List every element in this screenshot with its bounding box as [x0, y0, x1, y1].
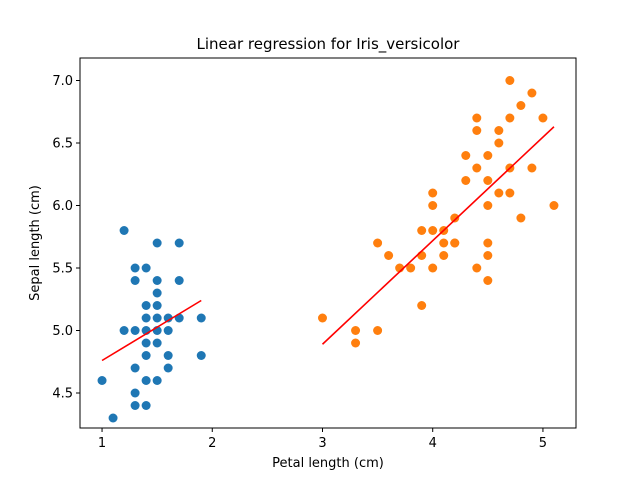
- regression-line-2: [101, 299, 202, 362]
- x-tick-label-1: 2: [208, 436, 216, 451]
- data-point-series-0-24: [152, 338, 162, 348]
- x-tick-label-2: 3: [318, 436, 326, 451]
- data-point-series-1-42: [527, 88, 537, 98]
- data-point-series-1-32: [483, 276, 493, 285]
- chart-title: Linear regression for Iris_versicolor: [197, 35, 461, 54]
- data-point-series-0-11: [141, 301, 151, 310]
- data-marks: [97, 76, 559, 423]
- data-point-series-1-5: [384, 251, 394, 260]
- plot-background: [80, 58, 576, 428]
- data-point-series-0-14: [141, 338, 151, 348]
- data-point-series-1-10: [417, 301, 427, 310]
- data-point-series-1-41: [516, 213, 526, 223]
- data-point-series-0-19: [152, 276, 162, 285]
- y-tick-label-1: 5.0: [52, 324, 73, 339]
- x-tick-label-3: 4: [429, 436, 437, 451]
- data-point-series-0-9: [130, 401, 140, 410]
- data-point-series-1-29: [483, 201, 493, 210]
- data-point-series-1-22: [461, 176, 471, 185]
- data-point-series-0-33: [196, 313, 206, 323]
- plot-area: [79, 57, 577, 429]
- data-point-series-1-17: [439, 251, 449, 260]
- data-point-series-0-28: [163, 351, 173, 360]
- data-point-series-1-35: [494, 188, 504, 198]
- x-tick-label-0: 1: [98, 436, 106, 451]
- data-point-series-1-39: [505, 188, 515, 198]
- x-axis-title: Petal length (cm): [272, 456, 384, 471]
- data-point-series-1-12: [428, 201, 438, 210]
- y-axis: 4.5 5.0 5.5 6.0 6.5 7.0: [52, 74, 80, 402]
- data-point-series-0-7: [130, 363, 140, 373]
- data-point-series-1-28: [483, 176, 493, 185]
- data-point-series-1-13: [428, 226, 438, 235]
- plot-frame: [79, 57, 577, 429]
- data-point-series-0-22: [152, 313, 162, 323]
- data-point-series-1-23: [472, 113, 482, 123]
- data-point-series-1-2: [351, 338, 361, 348]
- data-point-series-0-1: [108, 413, 118, 423]
- data-point-series-1-3: [373, 238, 383, 248]
- data-point-series-0-12: [141, 313, 151, 323]
- data-point-series-1-8: [417, 226, 427, 235]
- data-point-series-1-40: [516, 101, 526, 110]
- data-point-series-1-36: [505, 76, 515, 85]
- data-point-series-1-1: [351, 326, 361, 335]
- data-point-series-1-26: [472, 263, 482, 273]
- data-point-series-1-44: [538, 113, 548, 123]
- data-point-series-0-6: [130, 326, 140, 335]
- x-axis: 1 2 3 4 5: [98, 428, 547, 451]
- data-point-series-0-10: [141, 263, 151, 273]
- data-point-series-1-20: [450, 238, 460, 248]
- data-point-series-0-20: [152, 288, 162, 298]
- data-point-series-0-0: [97, 376, 107, 385]
- data-point-series-1-14: [428, 263, 438, 273]
- data-point-series-0-8: [130, 388, 140, 398]
- y-tick-label-2: 5.5: [52, 262, 73, 277]
- data-point-series-1-0: [317, 313, 327, 323]
- data-point-series-1-18: [450, 213, 460, 223]
- data-point-series-1-7: [406, 263, 416, 273]
- data-point-series-0-2: [119, 226, 129, 235]
- data-point-series-1-45: [549, 201, 559, 210]
- data-point-series-1-4: [373, 326, 383, 335]
- data-point-series-0-34: [196, 351, 206, 360]
- data-point-series-1-27: [483, 151, 493, 160]
- data-point-series-1-11: [428, 188, 438, 198]
- data-point-series-1-24: [472, 126, 482, 135]
- data-point-series-1-21: [461, 151, 471, 160]
- data-point-series-0-17: [141, 401, 151, 410]
- y-tick-label-4: 6.5: [52, 137, 73, 152]
- y-tick-label-5: 7.0: [52, 74, 73, 89]
- data-point-series-0-27: [163, 326, 173, 335]
- x-tick-label-4: 5: [539, 436, 547, 451]
- data-point-series-0-21: [152, 301, 162, 310]
- data-point-series-0-16: [141, 376, 151, 385]
- data-point-series-0-26: [163, 313, 173, 323]
- data-point-series-0-5: [130, 276, 140, 285]
- data-point-series-1-34: [494, 138, 504, 148]
- y-tick-label-0: 4.5: [52, 387, 73, 402]
- data-point-series-1-31: [483, 251, 493, 260]
- data-point-series-1-43: [527, 163, 537, 173]
- data-point-series-1-9: [417, 251, 427, 260]
- data-point-series-0-3: [119, 326, 129, 335]
- data-point-series-0-4: [130, 263, 140, 273]
- data-point-series-1-37: [505, 113, 515, 123]
- data-point-series-0-25: [152, 376, 162, 385]
- data-point-series-1-30: [483, 238, 493, 248]
- y-tick-label-3: 6.0: [52, 199, 73, 214]
- data-point-series-0-30: [174, 238, 184, 248]
- data-point-series-1-33: [494, 126, 504, 135]
- data-point-series-0-29: [163, 363, 173, 373]
- data-point-series-1-25: [472, 163, 482, 173]
- data-point-series-0-15: [141, 351, 151, 360]
- data-point-series-0-18: [152, 238, 162, 248]
- data-point-series-0-31: [174, 276, 184, 285]
- data-point-series-1-16: [439, 238, 449, 248]
- regression-line-3: [321, 126, 555, 345]
- y-axis-title: Sepal length (cm): [28, 185, 43, 301]
